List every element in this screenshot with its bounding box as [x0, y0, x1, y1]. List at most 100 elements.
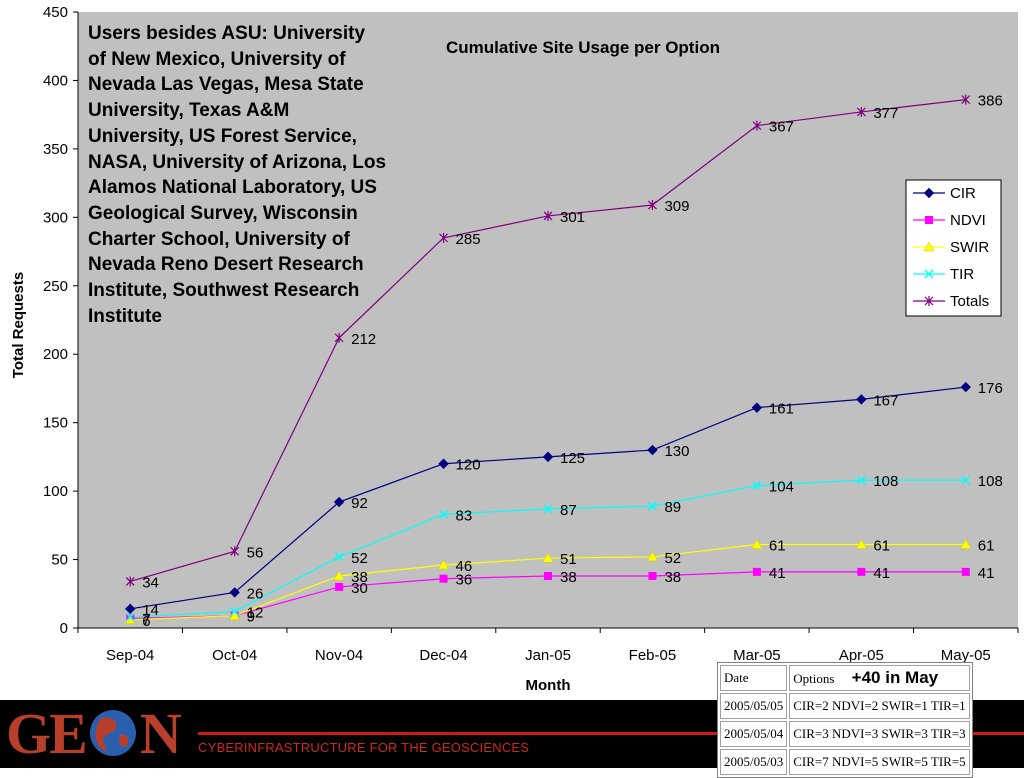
table-header-extra: +40 in May — [851, 668, 939, 687]
y-tick-label: 400 — [43, 72, 68, 89]
data-label-swir: 46 — [456, 558, 473, 575]
data-point-tir — [230, 607, 240, 617]
legend-item-cir: CIR — [913, 185, 976, 202]
footer-tagline: CYBERINFRASTRUCTURE FOR THE GEOSCIENCES — [198, 740, 530, 755]
data-point-tir — [334, 552, 344, 562]
x-tick-label: Oct-04 — [212, 647, 257, 664]
x-tick-label: Mar-05 — [733, 647, 781, 664]
data-label-totals: 56 — [247, 544, 264, 561]
data-label-cir: 14 — [142, 602, 159, 619]
data-point-cir — [960, 381, 971, 393]
legend-item-tir: TIR — [913, 266, 974, 283]
table-header-row: Date Options +40 in May — [720, 665, 970, 691]
x-tick-label: Sep-04 — [106, 647, 154, 664]
data-label-swir: 61 — [769, 537, 786, 554]
data-point-totals — [856, 106, 866, 117]
legend-items: CIR NDVI SWIR TIR Totals — [913, 185, 989, 310]
y-tick-label: 150 — [43, 415, 68, 432]
data-point-tir — [961, 475, 971, 485]
legend: CIR NDVI SWIR TIR Totals — [905, 179, 1002, 317]
data-point-cir — [229, 587, 240, 598]
y-tick-label: 200 — [43, 346, 68, 363]
data-label-tir: 104 — [769, 479, 794, 496]
data-point-swir — [647, 551, 658, 562]
legend-swatch-marker — [923, 241, 935, 252]
data-point-swir — [333, 570, 345, 581]
legend-label: TIR — [950, 266, 974, 283]
data-point-totals — [752, 120, 762, 131]
data-point-swir — [542, 552, 554, 563]
data-label-tir: 108 — [978, 473, 1003, 490]
data-label-ndvi: 9 — [247, 609, 255, 626]
table-header-date: Date — [720, 665, 788, 691]
x-tick-label: Feb-05 — [629, 647, 677, 664]
data-label-totals: 386 — [978, 93, 1003, 110]
data-point-totals — [543, 210, 553, 221]
data-point-ndvi — [439, 574, 448, 583]
y-tick-label: 350 — [43, 141, 68, 158]
data-point-tir — [856, 475, 866, 485]
data-label-tir: 89 — [664, 499, 681, 516]
data-point-totals — [334, 332, 344, 343]
data-label-swir: 6 — [142, 613, 150, 630]
y-tick-label: 0 — [60, 620, 68, 637]
globe-icon — [89, 710, 136, 756]
data-point-tir — [647, 501, 657, 511]
data-label-tir: 12 — [247, 605, 264, 622]
data-label-cir: 92 — [351, 495, 368, 512]
data-point-tir — [752, 481, 762, 491]
data-point-cir — [856, 394, 867, 405]
legend-swatch-marker — [923, 187, 935, 199]
legend-swatch-marker — [924, 296, 934, 306]
logo-text-left: GE — [6, 700, 88, 766]
users-note: Users besides ASU: University of New Mex… — [88, 23, 387, 327]
data-label-totals: 34 — [142, 574, 159, 591]
data-label-cir: 161 — [769, 401, 794, 418]
data-point-cir — [647, 444, 658, 456]
data-point-cir — [542, 451, 554, 463]
data-label-swir: 38 — [351, 569, 368, 586]
table-row: 2005/05/05 CIR=2 NDVI=2 SWIR=1 TIR=1 — [720, 693, 970, 719]
legend-label: Totals — [950, 293, 989, 310]
y-axis-title: Total Requests — [10, 272, 27, 378]
logo-text-right: N — [139, 700, 182, 766]
data-label-ndvi: 36 — [456, 572, 473, 589]
table-cell-options: CIR=2 NDVI=2 SWIR=1 TIR=1 — [789, 693, 970, 719]
x-tick-label: Apr-05 — [839, 647, 884, 664]
table-header-options: Options +40 in May — [789, 665, 970, 691]
legend-swatch-marker — [924, 269, 934, 279]
series-markers — [124, 94, 972, 625]
table-cell-date: 2005/05/04 — [720, 721, 788, 747]
table-row: 2005/05/03 CIR=7 NDVI=5 SWIR=5 TIR=5 — [720, 749, 970, 775]
x-tick-label: Jan-05 — [525, 647, 571, 664]
data-label-ndvi: 41 — [978, 565, 995, 582]
data-point-tir — [439, 509, 449, 519]
data-label-ndvi: 38 — [560, 569, 577, 586]
data-point-ndvi — [648, 571, 657, 580]
data-point-cir — [333, 496, 345, 508]
data-label-swir: 51 — [560, 551, 577, 568]
data-label-ndvi: 41 — [873, 565, 890, 582]
y-tick-label: 100 — [43, 483, 68, 500]
data-point-swir — [855, 538, 867, 549]
y-tick-label: 300 — [43, 209, 68, 226]
data-label-tir: 52 — [351, 550, 368, 567]
legend-item-ndvi: NDVI — [913, 212, 986, 229]
data-label-ndvi: 7 — [142, 611, 150, 628]
legend-label: NDVI — [950, 212, 986, 229]
data-point-totals — [961, 94, 971, 105]
x-tick-label: Dec-04 — [419, 647, 467, 664]
data-label-totals: 212 — [351, 331, 376, 348]
data-label-tir: 87 — [560, 502, 577, 519]
x-axis-title: Month — [526, 677, 571, 694]
data-point-ndvi — [335, 582, 344, 591]
footer-divider — [198, 732, 1024, 735]
table-cell-options: CIR=7 NDVI=5 SWIR=5 TIR=5 — [789, 749, 970, 775]
data-point-totals — [439, 232, 448, 243]
axes: 0 50 100 150 200 250 300 350 400 450 Sep-04 Oct-04 N… — [43, 4, 1019, 664]
legend-item-swir: SWIR — [913, 239, 989, 256]
data-label-totals: 285 — [456, 231, 481, 248]
data-label-tir: 108 — [873, 473, 898, 490]
data-label-cir: 130 — [664, 443, 689, 460]
